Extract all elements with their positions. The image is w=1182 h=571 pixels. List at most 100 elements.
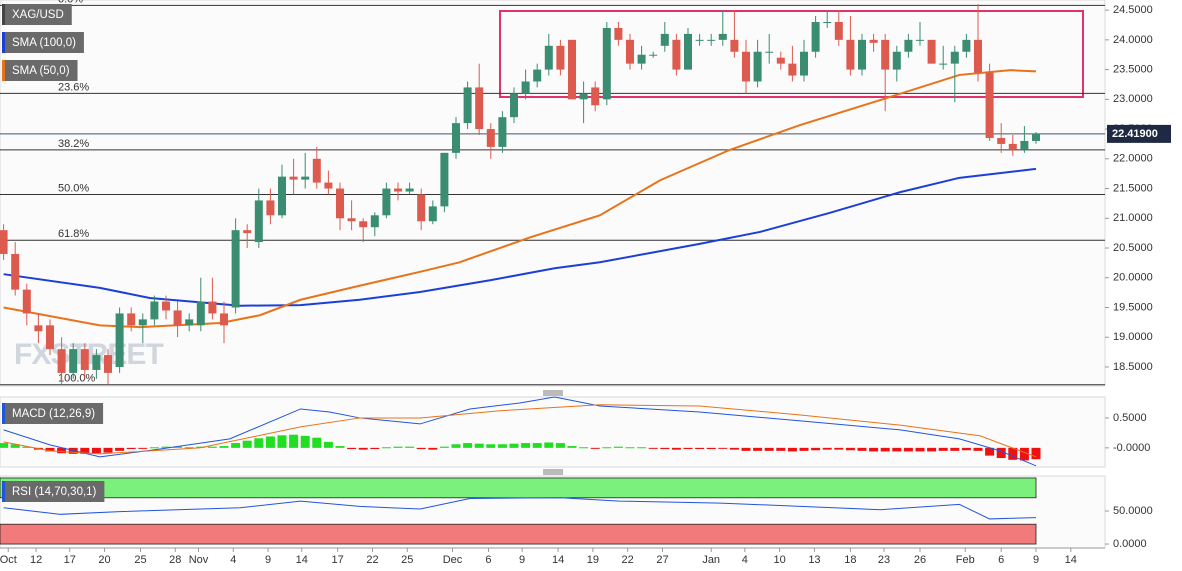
histogram-bar — [173, 446, 183, 448]
candle-body — [289, 176, 298, 180]
histogram-bar — [103, 447, 113, 453]
x-tick-label: 10 — [774, 554, 786, 566]
candle-body — [730, 39, 739, 52]
candle-body — [904, 39, 913, 52]
candle-body — [556, 45, 565, 70]
x-tick-label: 27 — [656, 554, 668, 566]
fib-label: 23.6% — [58, 81, 89, 93]
x-tick-label: 28 — [169, 554, 181, 566]
candle-body — [568, 39, 576, 100]
histogram-bar — [555, 443, 565, 448]
histogram-bar — [834, 447, 844, 450]
candle-body — [800, 51, 808, 76]
legend-label: SMA (100,0) — [12, 37, 76, 49]
candle-body — [1008, 143, 1017, 150]
histogram-bar — [811, 447, 821, 451]
candle-body — [162, 301, 170, 311]
x-tick-label: 17 — [64, 554, 76, 566]
x-tick-label: 25 — [401, 554, 413, 566]
candle-body — [243, 230, 252, 234]
indicator-line — [3, 69, 1037, 329]
candle-body — [440, 152, 449, 207]
fib-label: 61.8% — [58, 228, 89, 240]
legend-box — [2, 4, 72, 25]
candle-body — [417, 194, 426, 222]
histogram-bar — [869, 447, 879, 452]
histogram-bar — [335, 446, 345, 448]
legend-stripe — [2, 60, 5, 81]
legend-stripe — [2, 403, 5, 424]
legend-label: MACD (12,26,9) — [12, 408, 95, 420]
histogram-bar — [57, 447, 67, 454]
histogram-bar — [776, 447, 786, 451]
histogram-bar — [149, 447, 159, 449]
histogram-bar — [254, 438, 264, 448]
x-tick-label: 26 — [914, 554, 926, 566]
y-tick-label: 24.0000 — [1113, 34, 1153, 46]
histogram-bar — [880, 447, 890, 452]
candle-body — [463, 87, 472, 124]
histogram-bar — [799, 447, 809, 451]
histogram-bar — [289, 434, 299, 448]
histogram-bar — [660, 447, 670, 450]
candle-body — [312, 158, 321, 183]
legend-label: SMA (50,0) — [12, 65, 70, 77]
histogram-bar — [985, 447, 995, 456]
histogram-bar — [474, 443, 484, 448]
histogram-bar — [347, 447, 357, 450]
candle-body — [336, 188, 344, 219]
histogram-bar — [683, 447, 693, 450]
candle-body — [405, 188, 414, 192]
candle-body — [916, 39, 924, 41]
histogram-bar — [695, 447, 705, 450]
histogram-bar — [138, 447, 148, 449]
histogram-bar — [961, 447, 971, 451]
candle-body — [428, 206, 437, 222]
candle-body — [684, 33, 692, 70]
panel-grip[interactable] — [543, 469, 563, 475]
candle-body — [834, 22, 843, 40]
histogram-bar — [126, 447, 136, 450]
candle-body — [788, 63, 797, 76]
x-tick-label: 9 — [519, 554, 525, 566]
legend-box — [2, 481, 105, 502]
candle-body — [370, 215, 379, 228]
candle-body — [510, 93, 518, 118]
histogram-bar — [613, 446, 623, 448]
candle-body — [974, 39, 982, 73]
y-tick-label: 24.5000 — [1113, 4, 1153, 16]
panel-grip[interactable] — [543, 390, 563, 396]
candle-body — [776, 57, 785, 64]
x-tick-label: 17 — [332, 554, 344, 566]
histogram-bar — [567, 446, 577, 448]
candle-body — [359, 221, 368, 228]
y-tick-label: -0.0000 — [1113, 442, 1150, 454]
histogram-bar — [648, 447, 658, 449]
y-tick-label: 18.5000 — [1113, 361, 1153, 373]
candle-body — [660, 33, 669, 46]
y-tick-label: 19.0000 — [1113, 331, 1153, 343]
candle-body — [811, 22, 820, 52]
x-tick-label: 9 — [265, 554, 271, 566]
histogram-bar — [358, 447, 368, 450]
candle-body — [0, 230, 8, 254]
x-tick-label: 22 — [366, 554, 378, 566]
candle-body — [985, 72, 994, 138]
candle-body — [324, 182, 333, 189]
last-price-label: 22.41900 — [1112, 128, 1158, 140]
legend-item: RSI (14,70,30,1) — [2, 481, 105, 502]
candle-body — [34, 325, 43, 332]
histogram-bar — [973, 447, 983, 451]
x-tick-label: 20 — [98, 554, 110, 566]
candle-body — [962, 39, 971, 52]
histogram-bar — [45, 447, 55, 452]
candle-body — [220, 313, 228, 326]
x-tick-label: Dec — [443, 554, 463, 566]
histogram-bar — [915, 447, 925, 452]
histogram-bar — [602, 447, 612, 449]
candle-body — [881, 39, 890, 70]
candle-body — [823, 22, 832, 24]
candle-body — [765, 51, 774, 53]
histogram-bar — [242, 440, 252, 448]
candle-body — [742, 51, 750, 82]
